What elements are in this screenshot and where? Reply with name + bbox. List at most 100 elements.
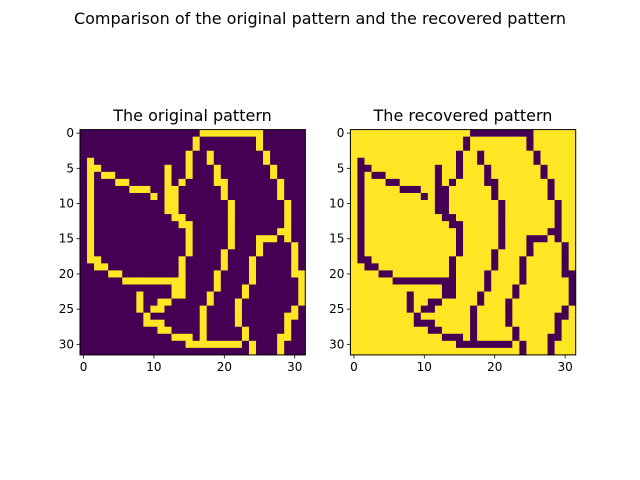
heatmap-cell <box>456 136 464 145</box>
heatmap-cell <box>399 263 408 271</box>
heatmap-cell <box>554 200 562 208</box>
heatmap-cell <box>526 171 534 180</box>
heatmap-cell <box>298 340 306 349</box>
heatmap-cell <box>420 305 429 314</box>
heatmap-cell <box>420 207 429 215</box>
heatmap-cell <box>533 347 541 356</box>
x-tick-label: 0 <box>350 360 358 374</box>
heatmap-cell <box>547 178 555 187</box>
heatmap-cell <box>108 305 116 314</box>
heatmap-cell <box>427 312 436 321</box>
heatmap-cell <box>420 192 429 201</box>
heatmap-cell <box>512 242 520 250</box>
heatmap-cell <box>199 256 208 264</box>
heatmap-cell <box>441 221 450 229</box>
heatmap-cell <box>157 249 165 257</box>
heatmap-cell <box>129 333 137 342</box>
heatmap-cell <box>378 150 386 159</box>
heatmap-cell <box>270 305 278 314</box>
heatmap-cell <box>456 214 464 222</box>
heatmap-cell <box>512 200 520 208</box>
heatmap-cell <box>399 171 408 180</box>
heatmap-cell <box>284 319 292 328</box>
heatmap-cell <box>206 284 215 292</box>
heatmap-cell <box>227 171 236 180</box>
heatmap-cell <box>143 136 151 145</box>
heatmap-cell <box>498 235 506 243</box>
heatmap-cell <box>192 235 201 243</box>
heatmap-cell <box>470 228 478 236</box>
heatmap-cell <box>561 256 570 264</box>
heatmap-cell <box>87 326 95 335</box>
heatmap-cell <box>505 340 513 349</box>
heatmap-cell <box>270 164 278 173</box>
heatmap-cell <box>143 305 151 314</box>
heatmap-cell <box>378 319 386 328</box>
heatmap-cell <box>526 291 534 299</box>
heatmap-cell <box>87 221 95 229</box>
heatmap-cell <box>220 340 229 349</box>
heatmap-cell <box>385 136 393 145</box>
heatmap-cell <box>199 207 208 215</box>
heatmap-cell <box>171 207 179 215</box>
heatmap-cell <box>448 333 457 342</box>
heatmap-cell <box>498 291 506 299</box>
heatmap-cell <box>101 256 109 264</box>
heatmap-cell <box>227 263 236 271</box>
heatmap-cell <box>547 143 555 152</box>
heatmap-cell <box>385 270 393 278</box>
heatmap-cell <box>150 277 158 285</box>
heatmap-cell <box>171 340 179 349</box>
heatmap-cell <box>157 333 165 342</box>
heatmap-cell <box>234 200 243 208</box>
heatmap-cell <box>463 312 471 321</box>
heatmap-cell <box>505 129 513 137</box>
heatmap-cell <box>519 270 527 278</box>
heatmap-cell <box>227 284 236 292</box>
heatmap-cell <box>234 150 243 159</box>
heatmap-cell <box>248 214 257 222</box>
heatmap-cell <box>568 333 577 342</box>
heatmap-cell <box>498 284 506 292</box>
heatmap-cell <box>364 178 372 187</box>
heatmap-cell <box>392 143 401 152</box>
heatmap-cell <box>470 150 478 159</box>
heatmap-cell <box>399 305 408 314</box>
heatmap-cell <box>385 207 393 215</box>
heatmap-cell <box>241 178 250 187</box>
heatmap-cell <box>526 305 534 314</box>
heatmap-cell <box>477 192 485 201</box>
heatmap-cell <box>199 164 208 173</box>
heatmap-cell <box>284 136 292 145</box>
heatmap-cell <box>115 298 123 306</box>
heatmap-cell <box>136 326 144 335</box>
heatmap-cell <box>420 291 429 299</box>
heatmap-cell <box>87 347 95 356</box>
heatmap-cell <box>406 242 415 250</box>
heatmap-cell <box>157 214 165 222</box>
heatmap-cell <box>505 228 513 236</box>
heatmap-cell <box>434 333 443 342</box>
heatmap-cell <box>413 249 422 257</box>
heatmap-cell <box>547 333 555 342</box>
heatmap-cell <box>234 291 243 299</box>
heatmap-cell <box>171 228 179 236</box>
heatmap-cell <box>270 228 278 236</box>
heatmap-cell <box>150 347 158 356</box>
heatmap-cell <box>371 291 379 299</box>
heatmap-cell <box>434 192 443 201</box>
heatmap-cell <box>533 129 541 137</box>
heatmap-cell <box>561 319 570 328</box>
heatmap-cell <box>399 129 408 137</box>
heatmap-cell <box>256 277 264 285</box>
heatmap-cell <box>178 319 186 328</box>
heatmap-cell <box>470 178 478 187</box>
heatmap-cell <box>371 242 379 250</box>
heatmap-cell <box>192 256 201 264</box>
heatmap-cell <box>477 291 485 299</box>
heatmap-cell <box>413 200 422 208</box>
heatmap-cell <box>448 178 457 187</box>
heatmap-cell <box>463 270 471 278</box>
heatmap-cell <box>533 263 541 271</box>
heatmap-cell <box>498 185 506 194</box>
